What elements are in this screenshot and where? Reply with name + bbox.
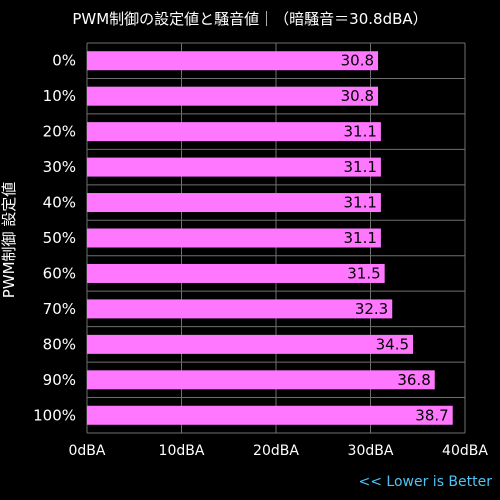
bar-value-label: 31.1 bbox=[343, 123, 376, 141]
bar bbox=[87, 51, 379, 71]
bar-value-label: 31.1 bbox=[343, 229, 376, 247]
bar-value-label: 36.8 bbox=[397, 371, 430, 389]
bar-value-label: 31.1 bbox=[343, 194, 376, 212]
chart-title: PWM制御の設定値と騒音値｜（暗騒音＝30.8dBA） bbox=[72, 10, 427, 28]
bar bbox=[87, 405, 453, 425]
category-label: 60% bbox=[43, 264, 76, 282]
category-label: 0% bbox=[52, 52, 76, 70]
bar-value-label: 38.7 bbox=[415, 406, 448, 424]
x-tick-label: 30dBA bbox=[348, 443, 394, 459]
bar bbox=[87, 263, 385, 283]
category-label: 100% bbox=[33, 406, 76, 424]
bar bbox=[87, 370, 435, 390]
category-label: 90% bbox=[43, 371, 76, 389]
x-tick-label: 20dBA bbox=[253, 443, 299, 459]
bar-value-label: 30.8 bbox=[341, 87, 374, 105]
bars: 30.8 30.8 31.1 31.1 31.1 31.1 31.5 32.3 34.5 36.8… bbox=[87, 51, 453, 425]
bar bbox=[87, 299, 393, 319]
category-label: 80% bbox=[43, 335, 76, 353]
bar-value-label: 31.5 bbox=[347, 264, 380, 282]
category-labels: 0% 10% 20% 30% 40% 50% 60% 70% 80% 90% 100% bbox=[33, 52, 76, 425]
x-tick-label: 0dBA bbox=[69, 443, 106, 459]
bar-value-label: 32.3 bbox=[355, 300, 388, 318]
bar bbox=[87, 122, 381, 142]
category-label: 30% bbox=[43, 158, 76, 176]
x-tick-label: 40dBA bbox=[442, 443, 488, 459]
bar bbox=[87, 334, 414, 354]
category-label: 20% bbox=[43, 123, 76, 141]
category-label: 10% bbox=[43, 87, 76, 105]
lower-is-better-note: << Lower is Better bbox=[359, 474, 493, 490]
bar-value-label: 30.8 bbox=[341, 52, 374, 70]
x-tick-labels: 0dBA 10dBA 20dBA 30dBA 40dBA bbox=[69, 443, 489, 459]
category-label: 40% bbox=[43, 194, 76, 212]
bar bbox=[87, 157, 381, 177]
bar bbox=[87, 193, 381, 213]
bar-value-label: 34.5 bbox=[376, 335, 409, 353]
bar bbox=[87, 228, 381, 248]
bar-value-label: 31.1 bbox=[343, 158, 376, 176]
y-axis-label: PWM制御 設定値 bbox=[0, 182, 18, 299]
category-label: 50% bbox=[43, 229, 76, 247]
category-label: 70% bbox=[43, 300, 76, 318]
bar bbox=[87, 86, 379, 106]
x-tick-label: 10dBA bbox=[159, 443, 205, 459]
